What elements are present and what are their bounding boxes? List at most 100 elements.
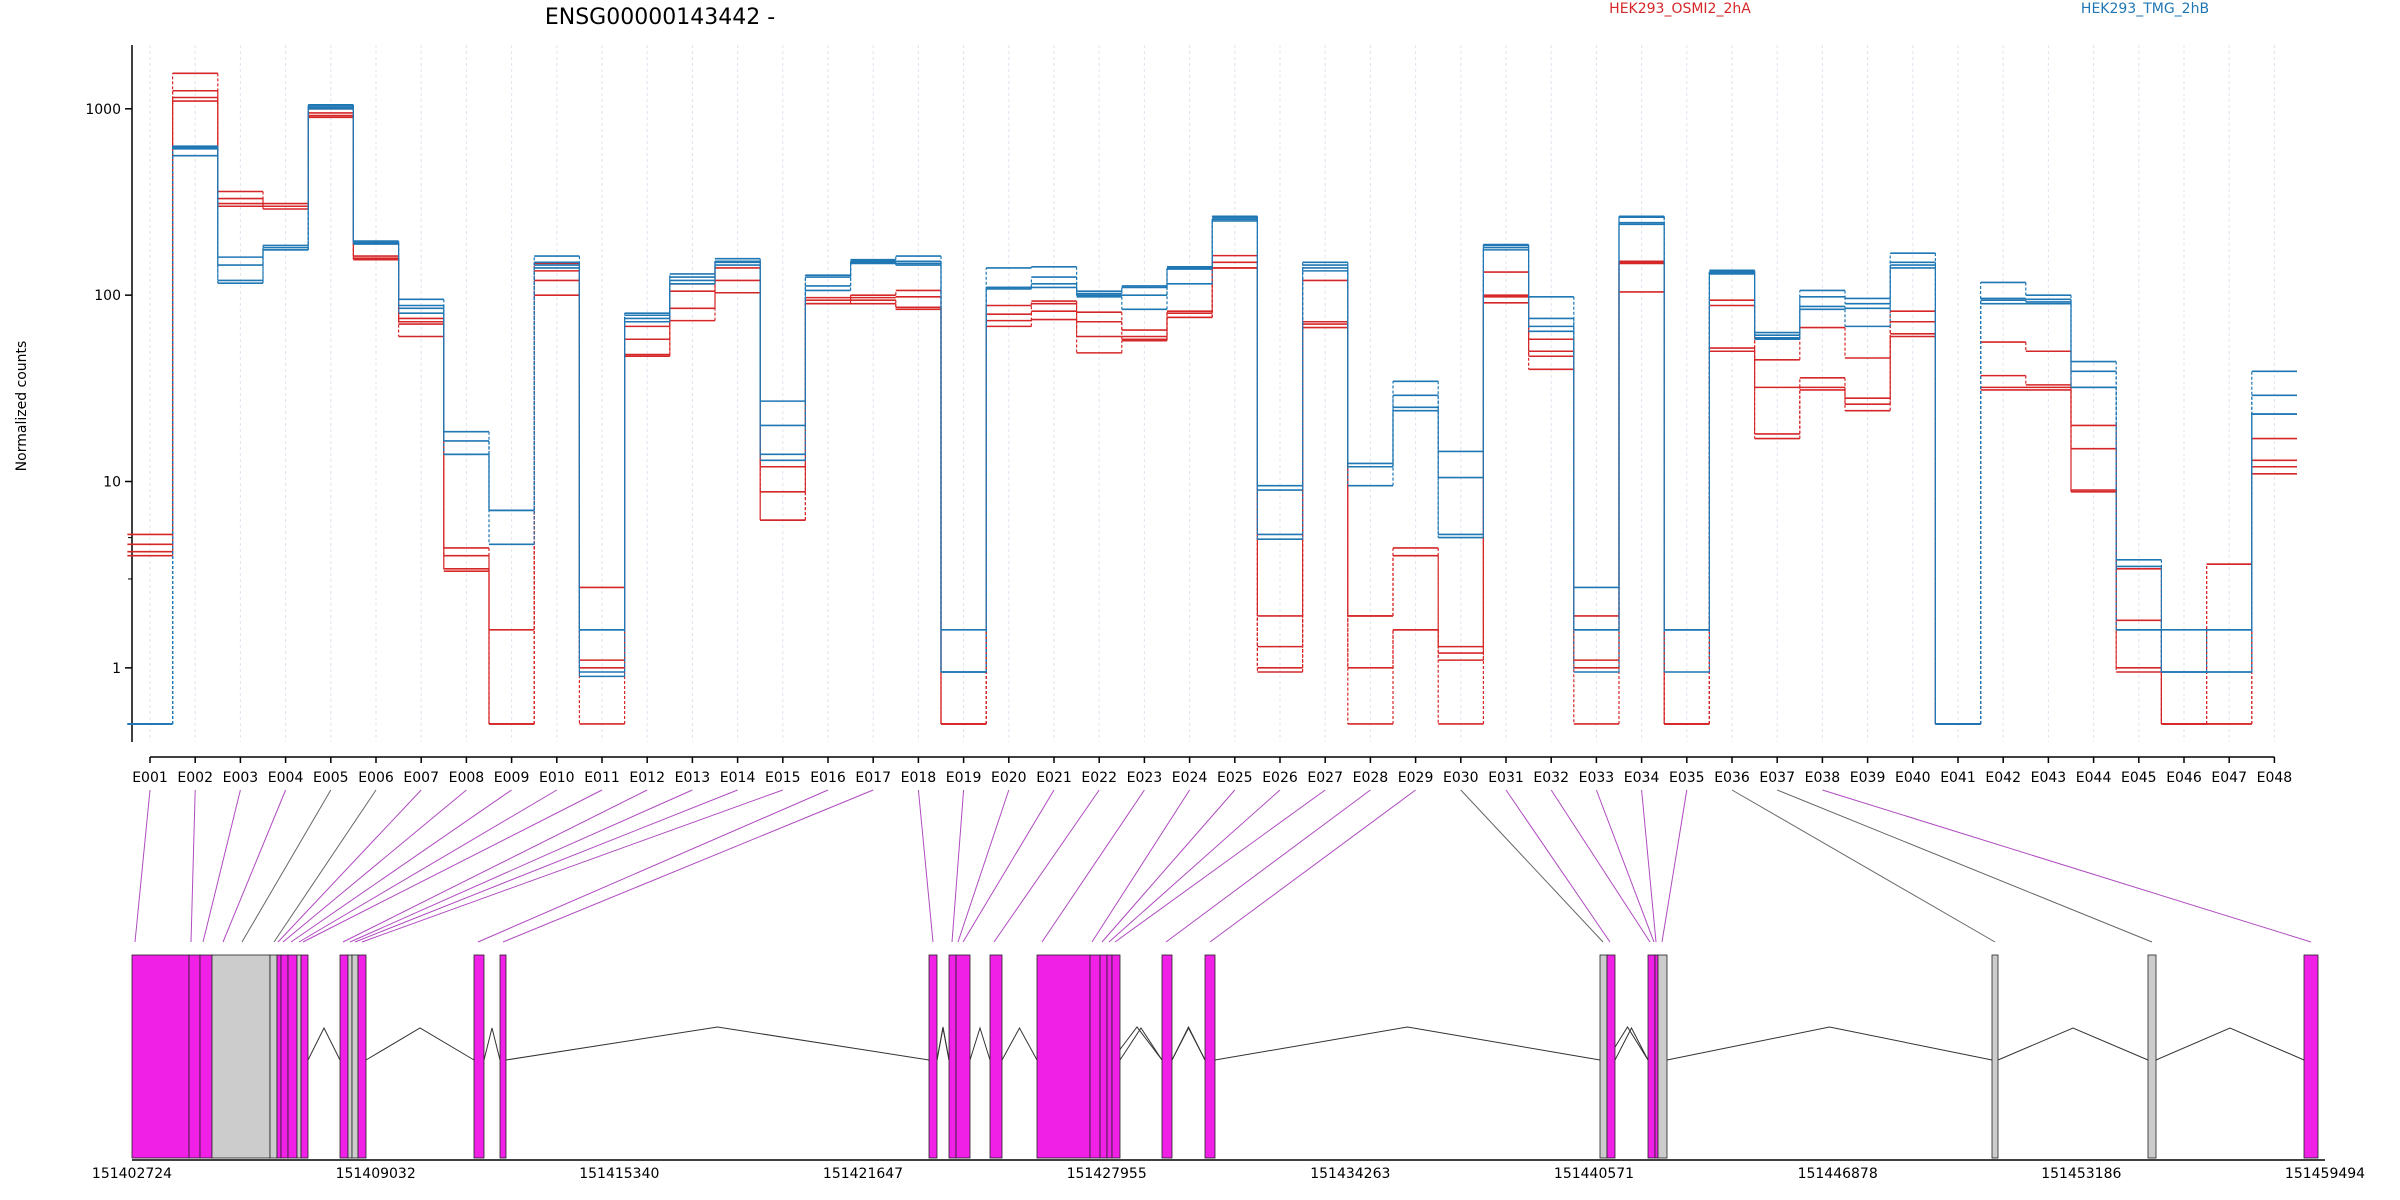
series-step-line <box>172 90 2253 724</box>
series-level-line <box>127 100 2297 725</box>
x-tick-label: E017 <box>855 770 891 786</box>
exon-block <box>1036 954 1091 1159</box>
x-tick-label: E016 <box>810 770 846 786</box>
exon-block <box>211 954 271 1159</box>
exon-link-line <box>962 789 1055 943</box>
x-tick-label: E013 <box>675 770 711 786</box>
x-tick-label: E002 <box>177 770 213 786</box>
genomic-coordinate-label: 151434263 <box>1310 1166 1390 1182</box>
genomic-coordinate-label: 151427955 <box>1067 1166 1147 1182</box>
x-tick-label: E019 <box>946 770 982 786</box>
x-tick-label: E008 <box>449 770 485 786</box>
intron-line <box>1171 1026 1206 1061</box>
exon-link-line <box>1641 789 1657 943</box>
intron-line <box>1119 1027 1163 1061</box>
x-tick-label: E021 <box>1036 770 1072 786</box>
exon-block <box>357 954 367 1159</box>
genomic-coordinate-label: 151415340 <box>579 1166 659 1182</box>
exon-block <box>928 954 938 1159</box>
x-tick-label: E043 <box>2031 770 2067 786</box>
genomic-coordinate-label: 151453186 <box>2041 1166 2121 1182</box>
exon-link-line <box>302 789 603 943</box>
x-tick-label: E007 <box>403 770 439 786</box>
exon-block <box>339 954 349 1159</box>
x-tick-label: E018 <box>901 770 937 786</box>
exon-link-line <box>298 789 558 943</box>
x-tick-label: E031 <box>1488 770 1524 786</box>
legend-entry-osmi: HEK293_OSMI2_2hA <box>1609 1 1751 17</box>
series-lines <box>127 72 2297 725</box>
exon-block <box>1647 954 1656 1159</box>
series-step-line <box>172 104 2253 724</box>
y-tick-label: 1000 <box>85 102 121 118</box>
series-blue <box>127 106 2297 725</box>
x-tick-label: E045 <box>2121 770 2157 786</box>
x-tick-label: E023 <box>1127 770 1163 786</box>
x-tick-label: E003 <box>223 770 259 786</box>
intron-line <box>936 1027 950 1061</box>
exon-block <box>1991 954 1999 1159</box>
x-tick-label: E005 <box>313 770 349 786</box>
exon-block <box>280 954 289 1159</box>
exon-link-line <box>290 789 512 943</box>
exon-link-line <box>241 789 332 943</box>
intron-line <box>936 1026 950 1061</box>
y-axis-label: Normalized counts <box>14 341 30 472</box>
series-red <box>127 89 2297 725</box>
y-tick-label: 1 <box>112 661 121 677</box>
exon-block <box>955 954 971 1159</box>
series-step-line <box>172 97 2253 724</box>
exon-link-line <box>1777 789 2153 943</box>
x-tick-label: E030 <box>1443 770 1479 786</box>
x-tick-label: E036 <box>1714 770 1750 786</box>
exon-link-line <box>502 789 874 943</box>
x-tick-label: E025 <box>1217 770 1253 786</box>
x-tick-label: E040 <box>1895 770 1931 786</box>
series-level-line <box>127 108 2297 725</box>
exon-link-line <box>277 789 422 943</box>
exon-block <box>1654 954 1659 1159</box>
exon-link-line <box>1822 789 2312 943</box>
series-red <box>127 100 2297 725</box>
intron-line <box>505 1026 930 1061</box>
intron-line <box>969 1026 991 1061</box>
x-tick-label: E020 <box>991 770 1027 786</box>
exon-link-line <box>1165 789 1371 943</box>
y-axis: 1 10 100 1000 <box>85 45 133 742</box>
series-level-line <box>127 89 2297 725</box>
exon-link-line <box>1661 789 1688 943</box>
x-tick-label: E026 <box>1262 770 1298 786</box>
exon-link-line <box>361 789 783 943</box>
series-step-line <box>172 73 2253 724</box>
x-axis: E001 E002 E003 E004 E005 E006 E007 E008 E009 E010… <box>132 756 2292 786</box>
intron-line <box>1001 1026 1038 1061</box>
genomic-coordinate-label: 151409032 <box>336 1166 416 1182</box>
x-tick-label: E022 <box>1081 770 1117 786</box>
exon-link-line <box>1595 789 1655 943</box>
series-red <box>127 72 2297 725</box>
x-tick-label: E012 <box>629 770 665 786</box>
intron-line <box>365 1027 475 1061</box>
genomic-coordinate-label: 151440571 <box>1554 1166 1634 1182</box>
exon-link-line <box>1091 789 1191 943</box>
exon-block <box>199 954 213 1159</box>
intron-line <box>1997 1027 2149 1061</box>
exon-block <box>2303 954 2319 1159</box>
chart-title: ENSG00000143442 - <box>545 5 775 30</box>
exon-link-line <box>477 789 829 943</box>
series-blue <box>127 104 2297 725</box>
exon-link-line <box>951 789 965 943</box>
exon-block <box>1106 954 1113 1159</box>
exon-link-line <box>282 789 467 943</box>
exon-block <box>1657 954 1668 1159</box>
intron-line <box>2155 1027 2305 1061</box>
exon-block <box>269 954 278 1159</box>
x-tick-label: E039 <box>1850 770 1886 786</box>
exon-block <box>296 954 302 1159</box>
x-tick-label: E035 <box>1669 770 1705 786</box>
exon-block <box>188 954 201 1159</box>
series-blue <box>127 108 2297 725</box>
genomic-coordinate-label: 151459494 <box>2285 1166 2365 1182</box>
exon-link-line <box>190 789 196 943</box>
